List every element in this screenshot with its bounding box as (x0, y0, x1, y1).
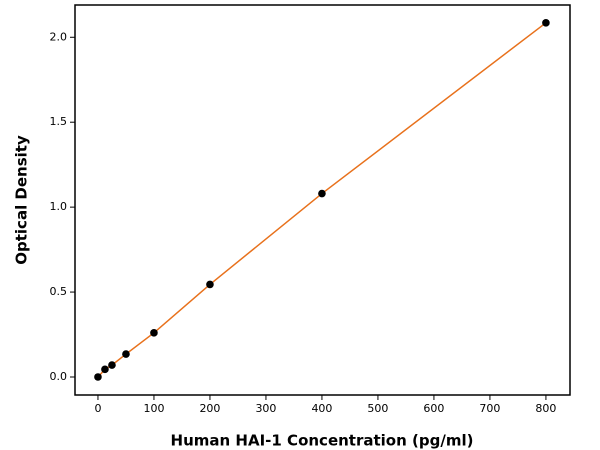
y-axis-title: Optical Density (13, 135, 31, 265)
y-tick-label: 0.5 (50, 285, 68, 298)
plot-frame (74, 4, 571, 396)
y-tick-label: 0.0 (50, 370, 68, 383)
x-tick-label: 700 (479, 402, 500, 415)
data-point (206, 280, 214, 289)
data-point (101, 365, 109, 374)
data-point (542, 19, 550, 27)
fit-line (97, 22, 547, 378)
x-tick-label: 500 (367, 402, 388, 415)
y-tick-label: 1.0 (50, 200, 68, 213)
data-point (108, 361, 116, 369)
x-tick-label: 200 (199, 402, 220, 415)
x-axis-title: Human HAI-1 Concentration (pg/ml) (171, 432, 474, 450)
data-point (318, 189, 326, 198)
data-point (150, 329, 158, 337)
x-tick-label: 300 (255, 402, 276, 415)
data-point (94, 373, 102, 381)
x-tick-label: 0 (94, 402, 101, 415)
y-tick-label: 2.0 (50, 30, 68, 43)
x-tick-label: 100 (143, 402, 164, 415)
x-tick-label: 400 (311, 402, 332, 415)
y-tick-label: 1.5 (50, 115, 68, 128)
x-tick-label: 600 (423, 402, 444, 415)
data-point (122, 350, 130, 358)
x-tick-label: 800 (535, 402, 556, 415)
